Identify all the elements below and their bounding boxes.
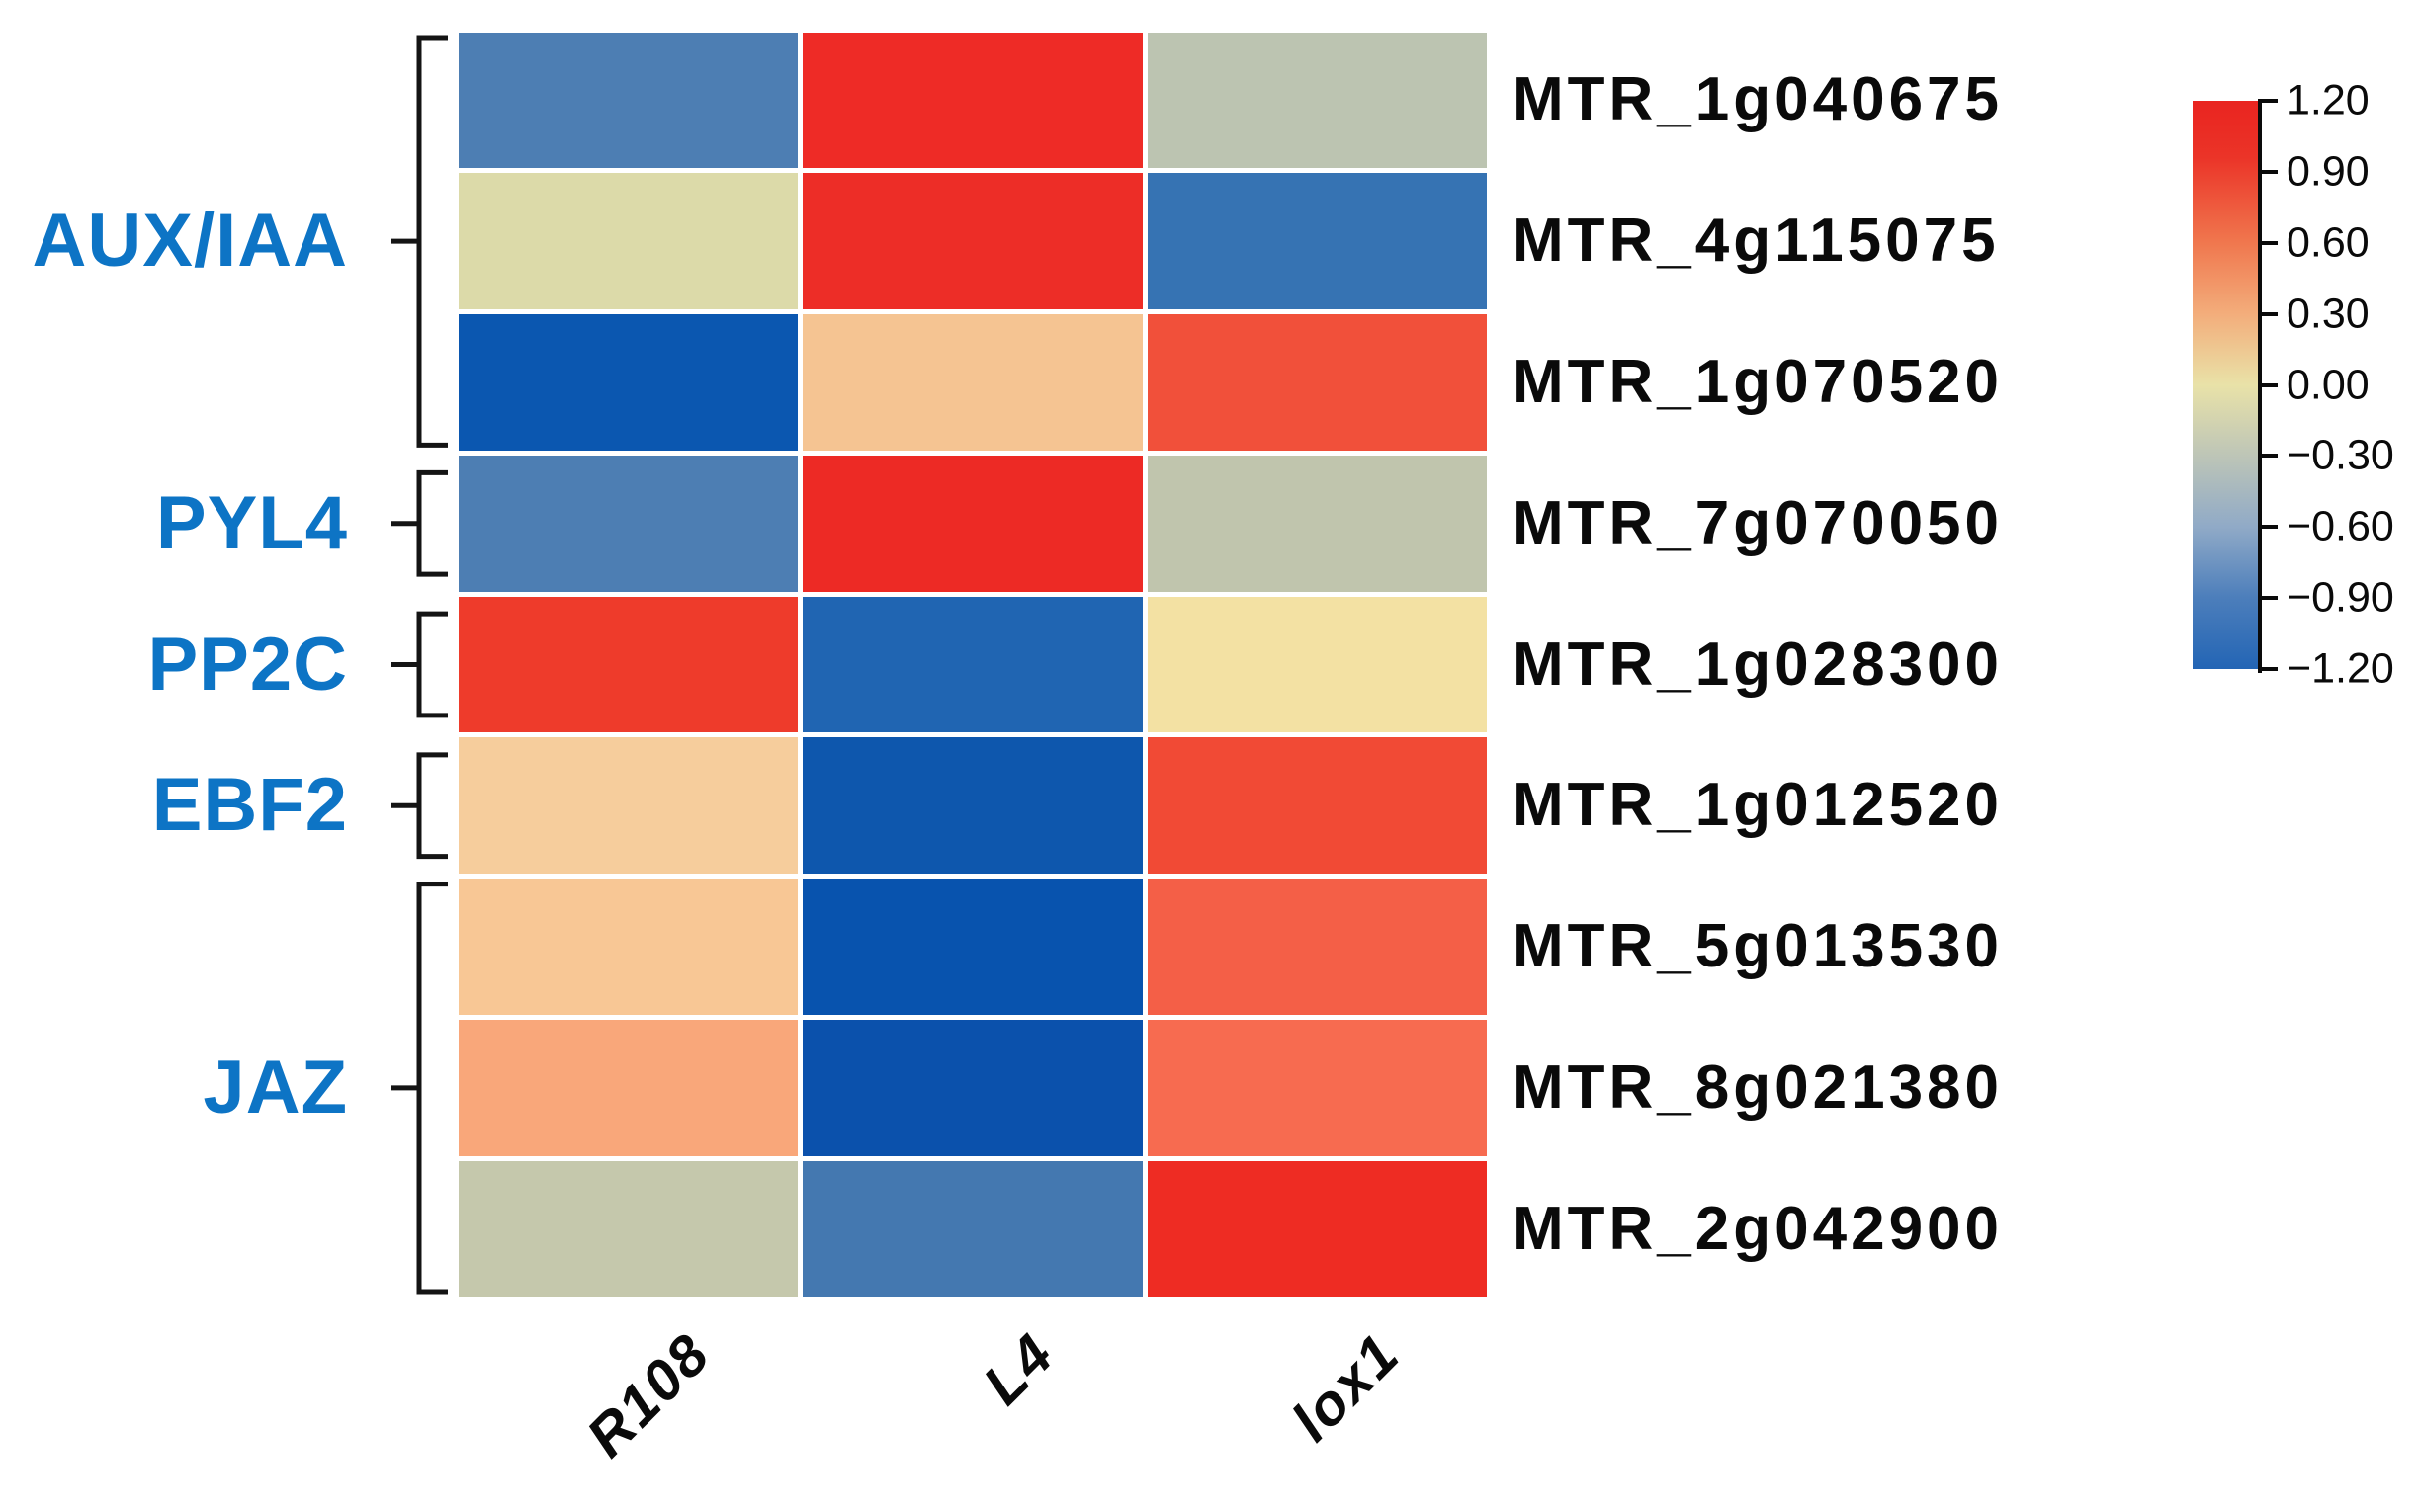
colorbar-tick-label: −1.20 [2287, 644, 2394, 693]
colorbar-tick-label: 1.20 [2287, 76, 2370, 125]
heatmap-cell-MTR_1g040675-R108 [458, 32, 799, 169]
colorbar-tick-label: 0.30 [2287, 290, 2370, 338]
gene-label: MTR_1g040675 [1512, 65, 2004, 134]
heatmap-cell-MTR_1g028300-L4 [803, 596, 1143, 733]
heatmap-cell-MTR_2g042900-lox1 [1147, 1160, 1488, 1298]
colorbar-tick-label: −0.60 [2287, 502, 2394, 550]
heatmap-cell-MTR_2g042900-R108 [458, 1160, 799, 1298]
colorbar-tick [2262, 382, 2278, 387]
heatmap-cell-MTR_1g070520-L4 [803, 314, 1143, 451]
heatmap-cell-MTR_8g021380-lox1 [1147, 1019, 1488, 1156]
heatmap-cell-MTR_4g115075-R108 [458, 173, 799, 310]
gene-label: MTR_1g070520 [1512, 347, 2004, 416]
group-bracket [391, 882, 448, 1295]
heatmap-cell-MTR_1g040675-L4 [803, 32, 1143, 169]
heatmap-cell-MTR_2g042900-L4 [803, 1160, 1143, 1298]
heatmap-cell-MTR_5g013530-lox1 [1147, 879, 1488, 1015]
heatmap-cell-MTR_8g021380-R108 [458, 1019, 799, 1156]
gene-label: MTR_5g013530 [1512, 912, 2004, 981]
gene-label: MTR_1g028300 [1512, 630, 2004, 699]
heatmap-cell-MTR_1g070520-R108 [458, 314, 799, 451]
heatmap-cell-MTR_4g115075-lox1 [1147, 173, 1488, 310]
heatmap-cell-MTR_4g115075-L4 [803, 173, 1143, 310]
heatmap-cell-MTR_1g028300-R108 [458, 596, 799, 733]
gene-label: MTR_1g012520 [1512, 771, 2004, 840]
colorbar-gradient [2193, 101, 2258, 669]
group-label-jaz: JAZ [203, 1045, 348, 1130]
gene-label: MTR_4g115075 [1512, 207, 2000, 276]
colorbar-tick [2262, 99, 2278, 103]
colorbar-tick [2262, 454, 2278, 459]
group-bracket [391, 611, 448, 718]
colorbar-tick [2262, 169, 2278, 174]
group-label-aux-iaa: AUX/IAA [32, 199, 348, 284]
colorbar-tick [2262, 240, 2278, 245]
group-label-ebf2: EBF2 [151, 763, 348, 848]
colorbar-tick-label: 0.90 [2287, 147, 2370, 196]
heatmap-cell-MTR_1g012520-L4 [803, 737, 1143, 875]
heatmap-cell-MTR_7g070050-R108 [458, 455, 799, 592]
gene-label: MTR_8g021380 [1512, 1052, 2004, 1122]
heatmap-cell-MTR_5g013530-R108 [458, 879, 799, 1015]
heatmap-cell-MTR_8g021380-L4 [803, 1019, 1143, 1156]
gene-label: MTR_7g070050 [1512, 488, 2004, 557]
group-bracket [391, 752, 448, 860]
group-bracket [391, 469, 448, 577]
heatmap-cell-MTR_5g013530-L4 [803, 879, 1143, 1015]
heatmap-cell-MTR_1g028300-lox1 [1147, 596, 1488, 733]
gene-label: MTR_2g042900 [1512, 1194, 2004, 1263]
heatmap-cell-MTR_7g070050-L4 [803, 455, 1143, 592]
colorbar-tick-label: 0.00 [2287, 361, 2370, 408]
colorbar-tick-label: 0.60 [2287, 218, 2370, 267]
heatmap-cell-MTR_1g012520-lox1 [1147, 737, 1488, 875]
colorbar-tick [2262, 311, 2278, 316]
group-label-pp2c: PP2C [147, 622, 348, 707]
heatmap-cell-MTR_7g070050-lox1 [1147, 455, 1488, 592]
colorbar-tick [2262, 667, 2278, 671]
colorbar-tick [2262, 525, 2278, 530]
colorbar-axis-line [2258, 99, 2262, 673]
heatmap-cell-MTR_1g070520-lox1 [1147, 314, 1488, 451]
colorbar-tick-label: −0.30 [2287, 431, 2394, 479]
group-label-pyl4: PYL4 [155, 480, 348, 565]
colorbar-tick [2262, 596, 2278, 601]
heatmap-cell-MTR_1g040675-lox1 [1147, 32, 1488, 169]
group-bracket [391, 35, 448, 448]
heatmap-grid [456, 30, 1490, 1300]
colorbar-tick-label: −0.90 [2287, 573, 2394, 622]
heatmap-cell-MTR_1g012520-R108 [458, 737, 799, 875]
